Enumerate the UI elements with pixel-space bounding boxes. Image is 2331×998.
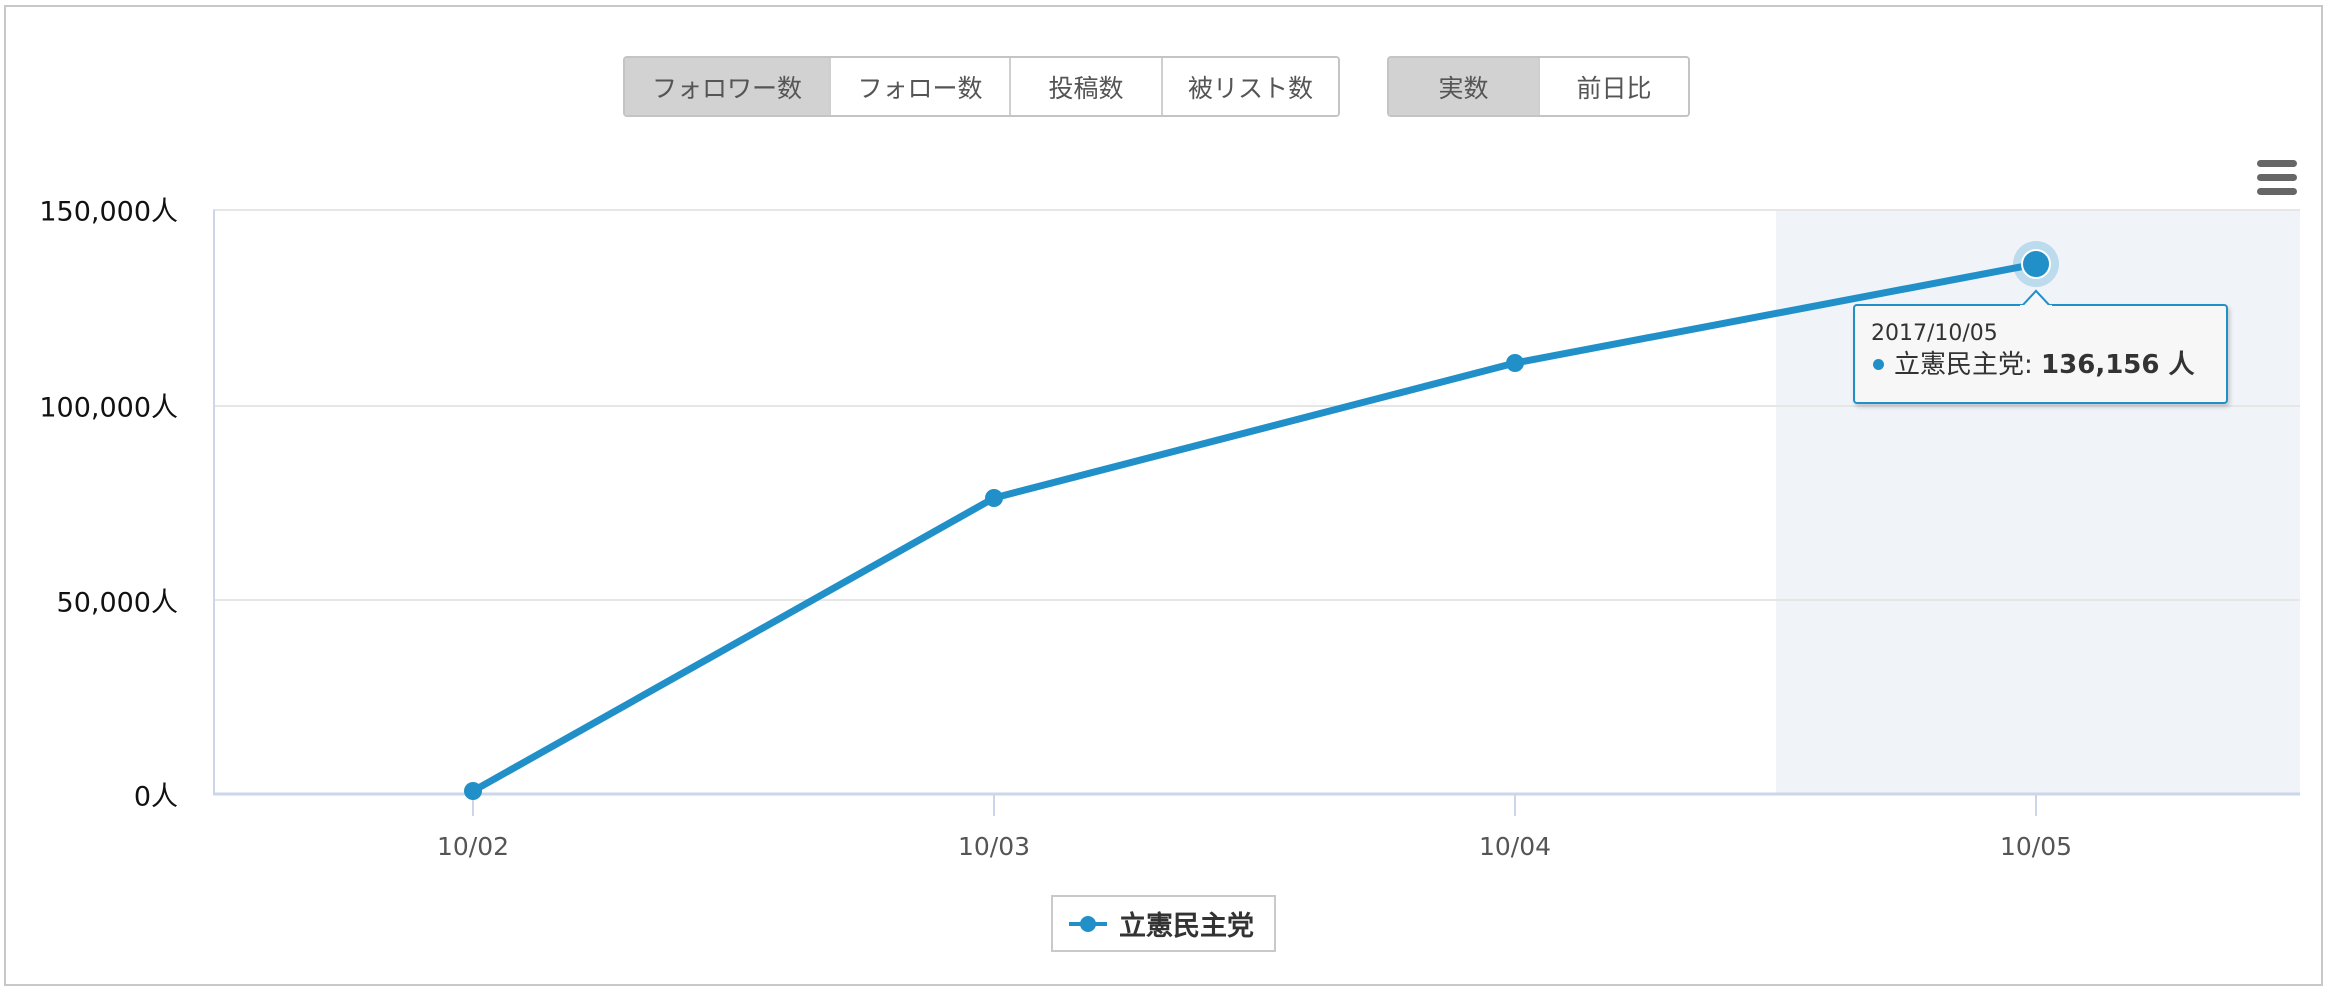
- data-point[interactable]: [464, 782, 482, 800]
- mode-button-daily-change[interactable]: 前日比: [1540, 58, 1688, 115]
- x-axis-label: 10/02: [436, 832, 510, 861]
- data-point[interactable]: [1506, 354, 1524, 372]
- legend-label: 立憲民主党: [1119, 911, 1254, 942]
- x-axis-label: 10/04: [1478, 832, 1552, 861]
- metric-button-followers[interactable]: フォロワー数: [625, 58, 831, 115]
- tooltip-arrow-cover: [2019, 289, 2053, 309]
- series-dot-icon: [1873, 358, 1884, 370]
- metric-button-following[interactable]: フォロー数: [831, 58, 1011, 115]
- x-axis-label: 10/03: [957, 832, 1031, 861]
- data-point-highlighted[interactable]: [2021, 249, 2051, 279]
- metric-button-group: フォロワー数 フォロー数 投稿数 被リスト数: [623, 56, 1340, 117]
- tooltip-series: 立憲民主党: [1894, 350, 2025, 380]
- legend-item[interactable]: 立憲民主党: [1051, 895, 1276, 952]
- data-point[interactable]: [985, 489, 1003, 507]
- metric-button-posts[interactable]: 投稿数: [1011, 58, 1163, 115]
- mode-button-absolute[interactable]: 実数: [1389, 58, 1540, 115]
- legend-line-marker-icon: [1069, 915, 1107, 932]
- tooltip-separator: :: [2024, 350, 2042, 380]
- x-axis-label: 10/05: [1999, 832, 2073, 861]
- tooltip-row: 立憲民主党: 136,156 人: [1871, 348, 2226, 382]
- y-axis-label: 0人: [133, 781, 178, 813]
- tooltip: 2017/10/05 立憲民主党: 136,156 人: [1853, 304, 2228, 404]
- y-axis-label: 50,000人: [56, 587, 178, 619]
- y-axis-label: 150,000人: [39, 196, 178, 228]
- metric-button-listed[interactable]: 被リスト数: [1163, 58, 1338, 115]
- hamburger-menu-icon[interactable]: [2257, 160, 2297, 196]
- mode-button-group: 実数 前日比: [1387, 56, 1690, 117]
- tooltip-value: 136,156 人: [2041, 350, 2195, 380]
- y-axis-label: 100,000人: [39, 392, 178, 424]
- series-line: [469, 260, 2040, 795]
- tooltip-date: 2017/10/05: [1871, 321, 1998, 346]
